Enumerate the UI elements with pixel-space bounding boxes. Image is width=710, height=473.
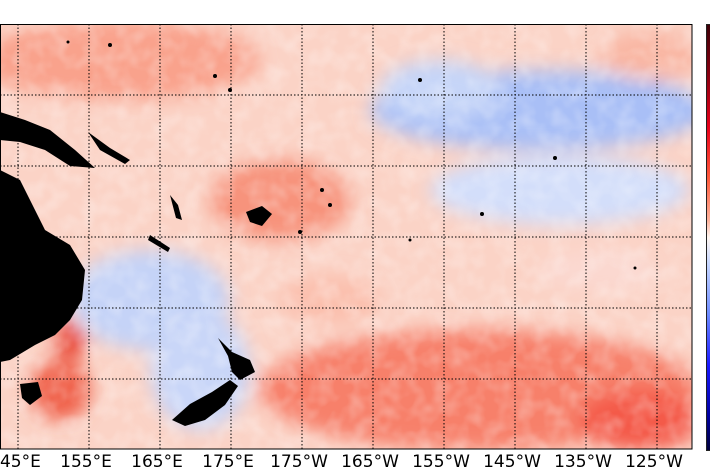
- lon-label: 155°E: [60, 452, 112, 472]
- map-frame: [0, 24, 693, 450]
- lon-label: 175°E: [202, 452, 254, 472]
- lon-label: 145°W: [483, 452, 541, 472]
- lon-label: 155°W: [412, 452, 470, 472]
- vanuatu: [170, 195, 182, 220]
- landmass: [0, 40, 637, 426]
- colorbar: [706, 24, 710, 451]
- lon-label: 135°W: [554, 452, 612, 472]
- new-zealand-north: [218, 338, 255, 380]
- lon-label: 145°E: [0, 452, 41, 472]
- graticule: [0, 24, 692, 449]
- anomaly-field: [0, 24, 692, 449]
- new-zealand-south: [172, 380, 238, 426]
- tasmania: [20, 382, 42, 405]
- new-caledonia: [148, 235, 170, 252]
- solomon-islands: [88, 132, 130, 164]
- lon-label: 175°W: [270, 452, 328, 472]
- lon-label: 165°E: [131, 452, 183, 472]
- new-guinea: [0, 112, 95, 168]
- lon-label: 125°W: [625, 452, 683, 472]
- lon-label: 165°W: [341, 452, 399, 472]
- fiji: [246, 206, 272, 226]
- australia: [0, 170, 85, 362]
